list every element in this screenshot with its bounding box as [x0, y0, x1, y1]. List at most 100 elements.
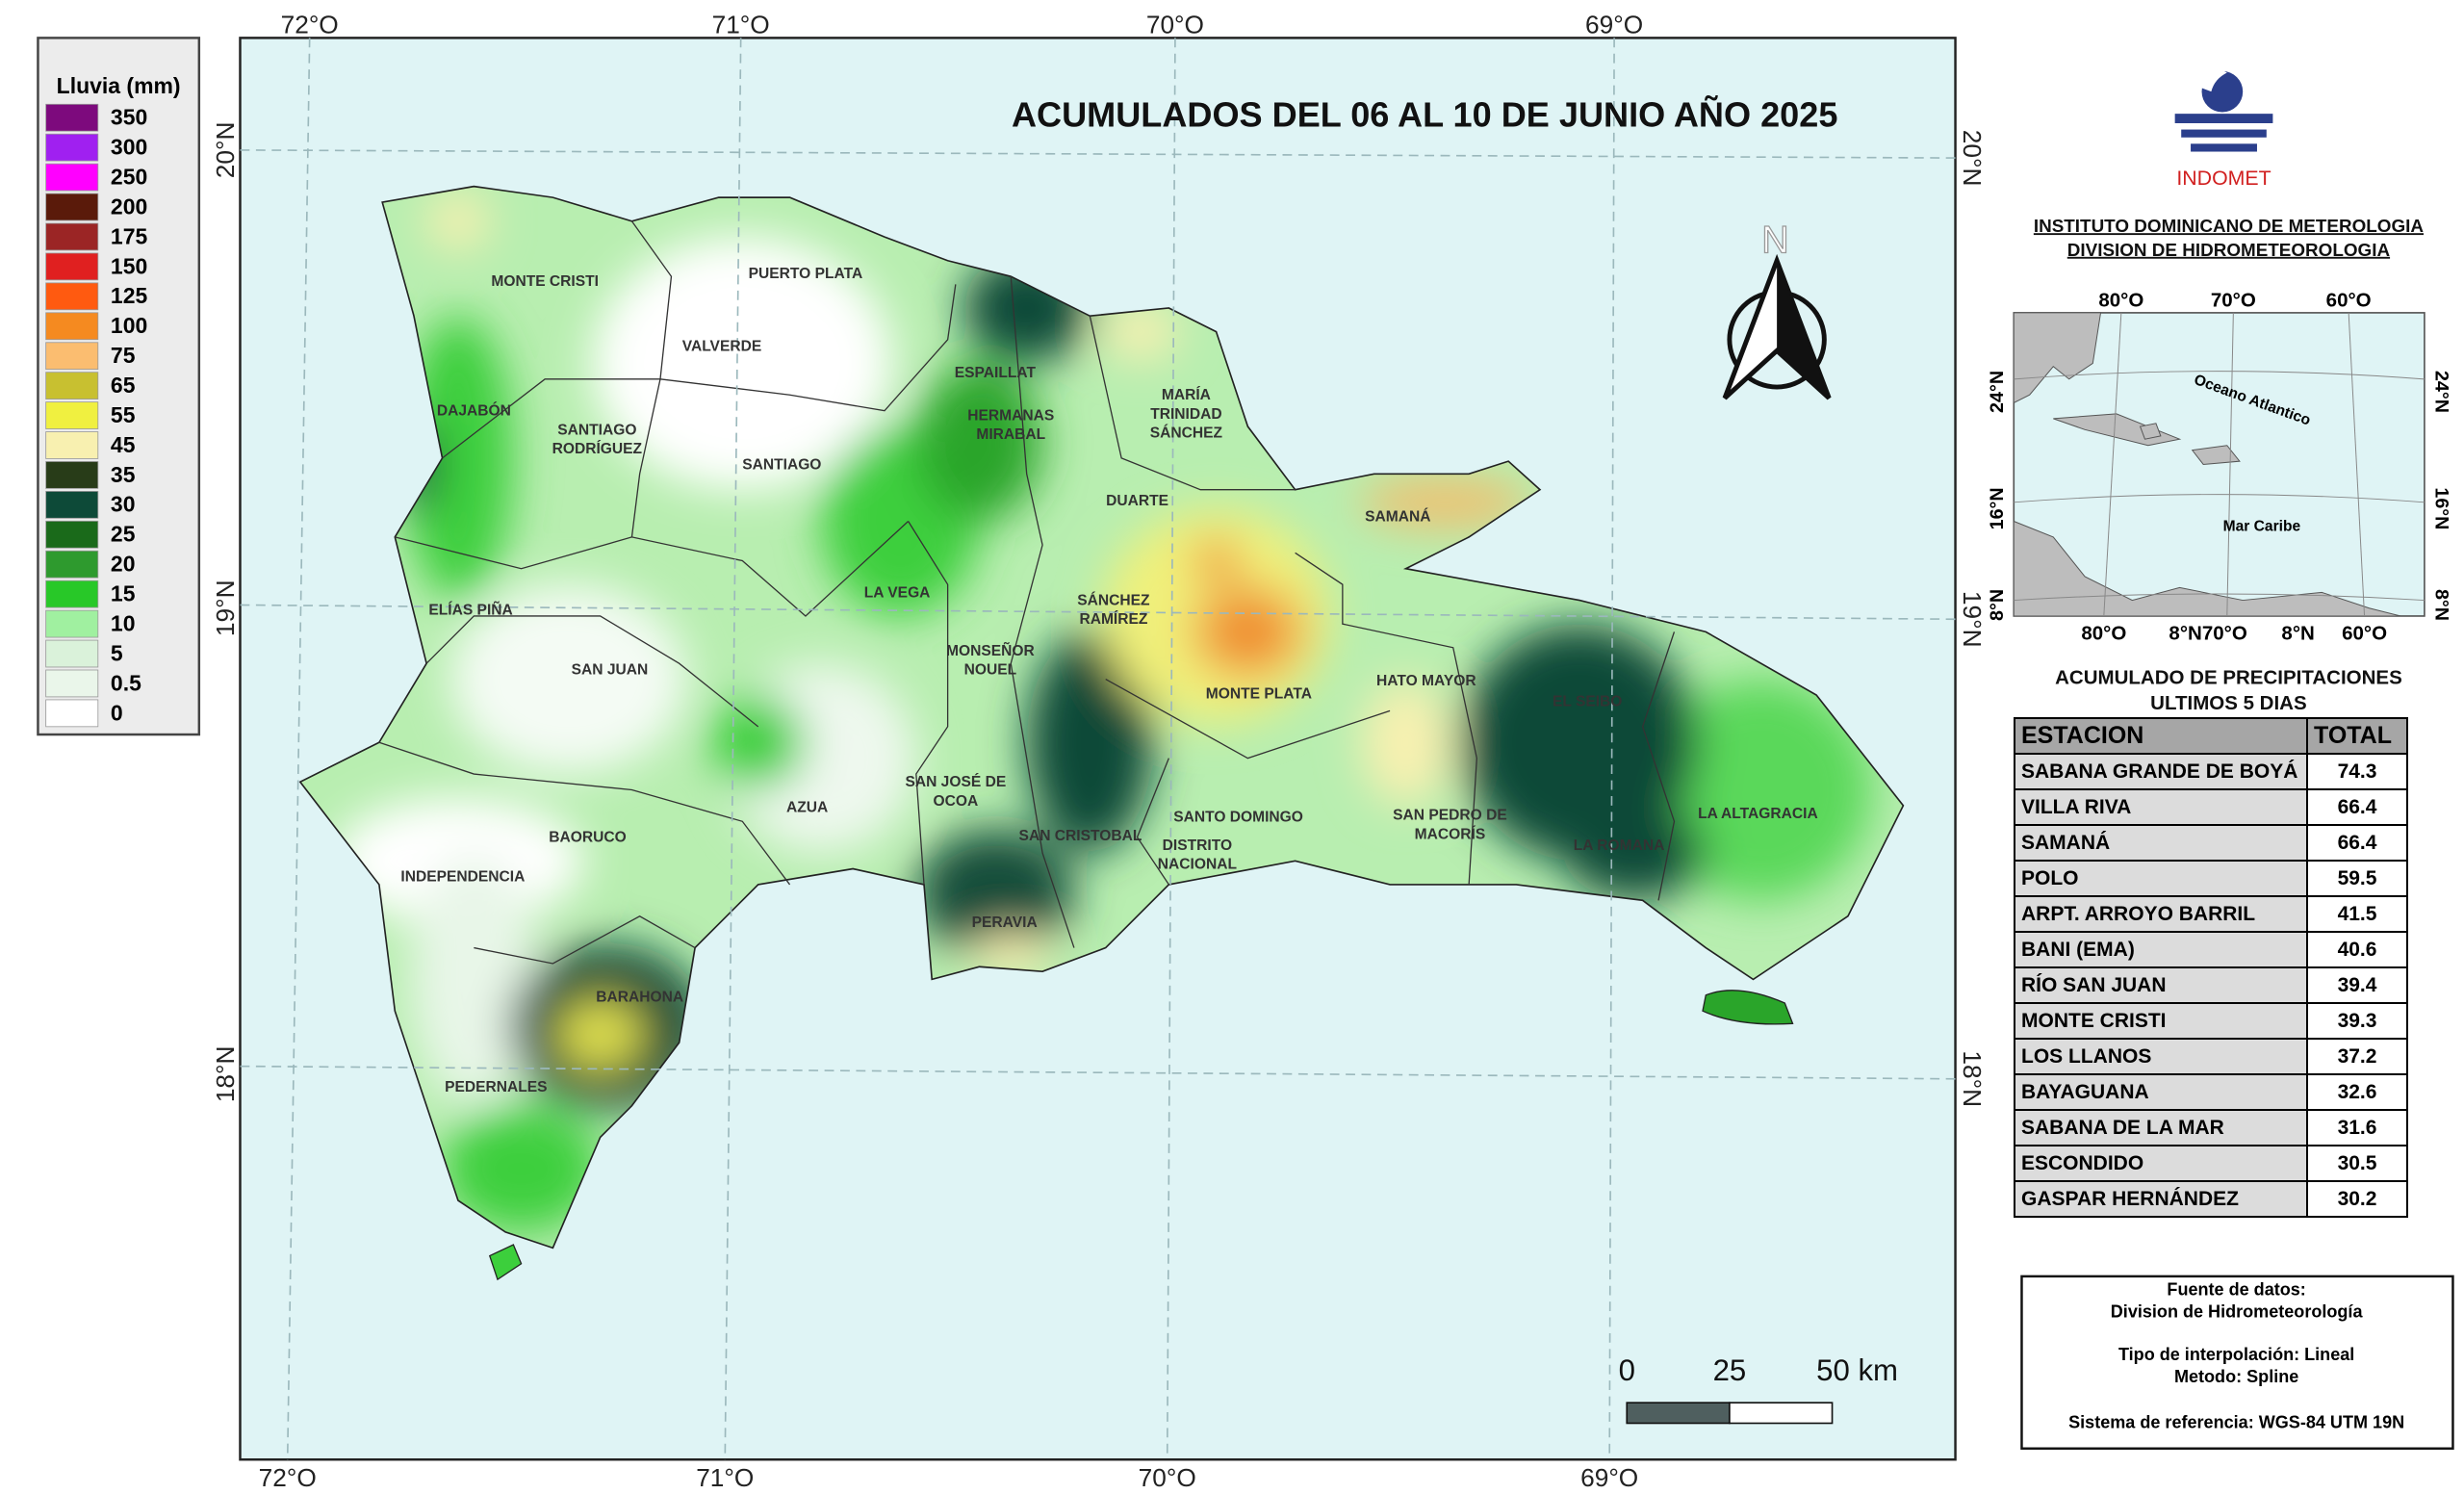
map-shape [240, 149, 1956, 159]
station-name: GASPAR HERNÁNDEZ [2014, 1180, 2308, 1218]
map-shape [2014, 593, 2425, 602]
province-label: SANTIAGO [557, 422, 636, 438]
longitude-label: 72°O [259, 1463, 317, 1492]
latitude-label: 20°N [211, 122, 240, 179]
province-label: TRINIDAD [1150, 406, 1221, 423]
station-total: 66.4 [2306, 788, 2408, 826]
map-shape [426, 193, 490, 250]
column-header: ESTACION [2014, 717, 2308, 755]
station-name: LOS LLANOS [2014, 1038, 2308, 1075]
province-label: SAMANÁ [1365, 507, 1430, 526]
province-label: RAMÍREZ [1079, 609, 1147, 628]
map-shape [240, 1065, 1956, 1080]
table-row: SAMANÁ 66.4 [2014, 824, 2408, 862]
agency-name: INDOMET [2176, 167, 2271, 190]
longitude-label: 70°O [1146, 10, 1204, 39]
station-name: SAMANÁ [2014, 824, 2308, 862]
legend-swatch [45, 669, 99, 698]
legend-label: 250 [111, 164, 147, 189]
map-shape [402, 316, 514, 601]
station-total: 59.5 [2306, 860, 2408, 897]
latitude-label: 20°N [1958, 130, 1987, 187]
map-shape [425, 615, 759, 728]
legend-label: 150 [111, 253, 147, 278]
latitude-label: 18°N [1958, 1050, 1987, 1107]
legend-label: 55 [111, 402, 136, 427]
inset-lon-label: 80°O [2081, 623, 2126, 645]
map-shape [1105, 679, 1391, 760]
map-shape [1361, 679, 1450, 806]
legend-swatch [45, 282, 99, 311]
station-table: ESTACION TOTAL SABANA GRANDE DE BOYÁ 74.3… [2014, 717, 2408, 1218]
map-shape [2348, 312, 2366, 616]
province-label: RODRÍGUEZ [552, 439, 643, 457]
legend-label: 0.5 [111, 670, 141, 695]
province-label: ELÍAS PIÑA [428, 599, 512, 618]
province-label: BAORUCO [549, 830, 627, 846]
legend-label: 20 [111, 552, 136, 577]
map-shape [449, 584, 687, 775]
north-label: N [1761, 219, 1788, 262]
map-shape [592, 237, 893, 490]
table-subtitle: ULTIMOS 5 DIAS [2150, 692, 2307, 714]
province-label: LA VEGA [864, 584, 931, 601]
province-label: MONTE CRISTI [491, 273, 599, 290]
legend-swatch [45, 163, 99, 192]
notes: Fuente de datos:Division de Hidrometeoro… [2068, 1280, 2404, 1432]
province-label: OCOA [933, 793, 978, 810]
graticule-labels: 72°O 72°O 71°O 71°O 70°O 70°O 69°O 69°O 20°N 20°N… [211, 10, 1987, 1492]
map-shape [1166, 38, 1176, 1460]
inset-lon-label: 80°O [2098, 289, 2143, 311]
province-label: PEDERNALES [445, 1079, 547, 1095]
station-total: 39.4 [2306, 966, 2408, 1004]
table-row: GASPAR HERNÁNDEZ 30.2 [2014, 1180, 2408, 1218]
map-shape [2013, 312, 2401, 617]
map-shape [1608, 38, 1615, 1460]
map-shape [1358, 477, 1532, 528]
station-name: ESCONDIDO [2014, 1145, 2308, 1182]
longitude-label: 69°O [1585, 10, 1643, 39]
note-line: Metodo: Spline [2174, 1367, 2298, 1386]
map-shape [1010, 276, 1075, 948]
institute-name: INSTITUTO DOMINICANO DE METEROLOGIA [2034, 216, 2425, 236]
latitude-label: 19°N [211, 580, 240, 636]
station-total: 32.6 [2306, 1073, 2408, 1111]
map-shape [1102, 303, 1179, 361]
station-name: BAYAGUANA [2014, 1073, 2308, 1111]
station-total: 66.4 [2306, 824, 2408, 862]
map-shape [395, 521, 910, 617]
province-label: BARAHONA [596, 989, 683, 1005]
map-shape [286, 38, 311, 1460]
notes-box [2020, 1275, 2454, 1450]
map-shape [971, 933, 1051, 978]
scale-bar: 0 25 50 km [1619, 1353, 1898, 1425]
province-label: SANTIAGO [742, 456, 821, 473]
map-title: ACUMULADOS DEL 06 AL 10 DE JUNIO AÑO 202… [1012, 93, 1837, 134]
table-header: ESTACION TOTAL [2014, 717, 2408, 755]
map-shape [474, 914, 696, 965]
note-line: Fuente de datos: [2167, 1280, 2305, 1300]
table-row: POLO 59.5 [2014, 860, 2408, 897]
province-label: VALVERDE [682, 338, 762, 354]
map-shape [2181, 129, 2267, 138]
map-shape [331, 193, 1872, 1232]
rain-surface [331, 193, 1872, 1232]
map-shape [2191, 143, 2257, 152]
station-name: MONTE CRISTI [2014, 1002, 2308, 1040]
province-label: MONTE PLATA [1206, 685, 1312, 702]
legend-label: 75 [111, 343, 136, 368]
map-shape [1026, 631, 1153, 854]
legend-label: 200 [111, 193, 147, 219]
map-shape [240, 604, 1956, 621]
station-name: SABANA GRANDE DE BOYÁ [2014, 753, 2308, 790]
note-line: Division de Hidrometeorología [2111, 1302, 2364, 1322]
legend-swatch [45, 609, 99, 638]
table-row: SABANA GRANDE DE BOYÁ 74.3 [2014, 753, 2408, 790]
inset-lat-label: 16°N [1987, 487, 2008, 529]
province-label: ESPAILLAT [955, 365, 1037, 381]
station-name: SABANA DE LA MAR [2014, 1109, 2308, 1146]
note-line: Sistema de referencia: WGS-84 UTM 19N [2068, 1412, 2404, 1431]
latitude-label: 18°N [211, 1046, 240, 1103]
column-header: TOTAL [2306, 717, 2408, 755]
